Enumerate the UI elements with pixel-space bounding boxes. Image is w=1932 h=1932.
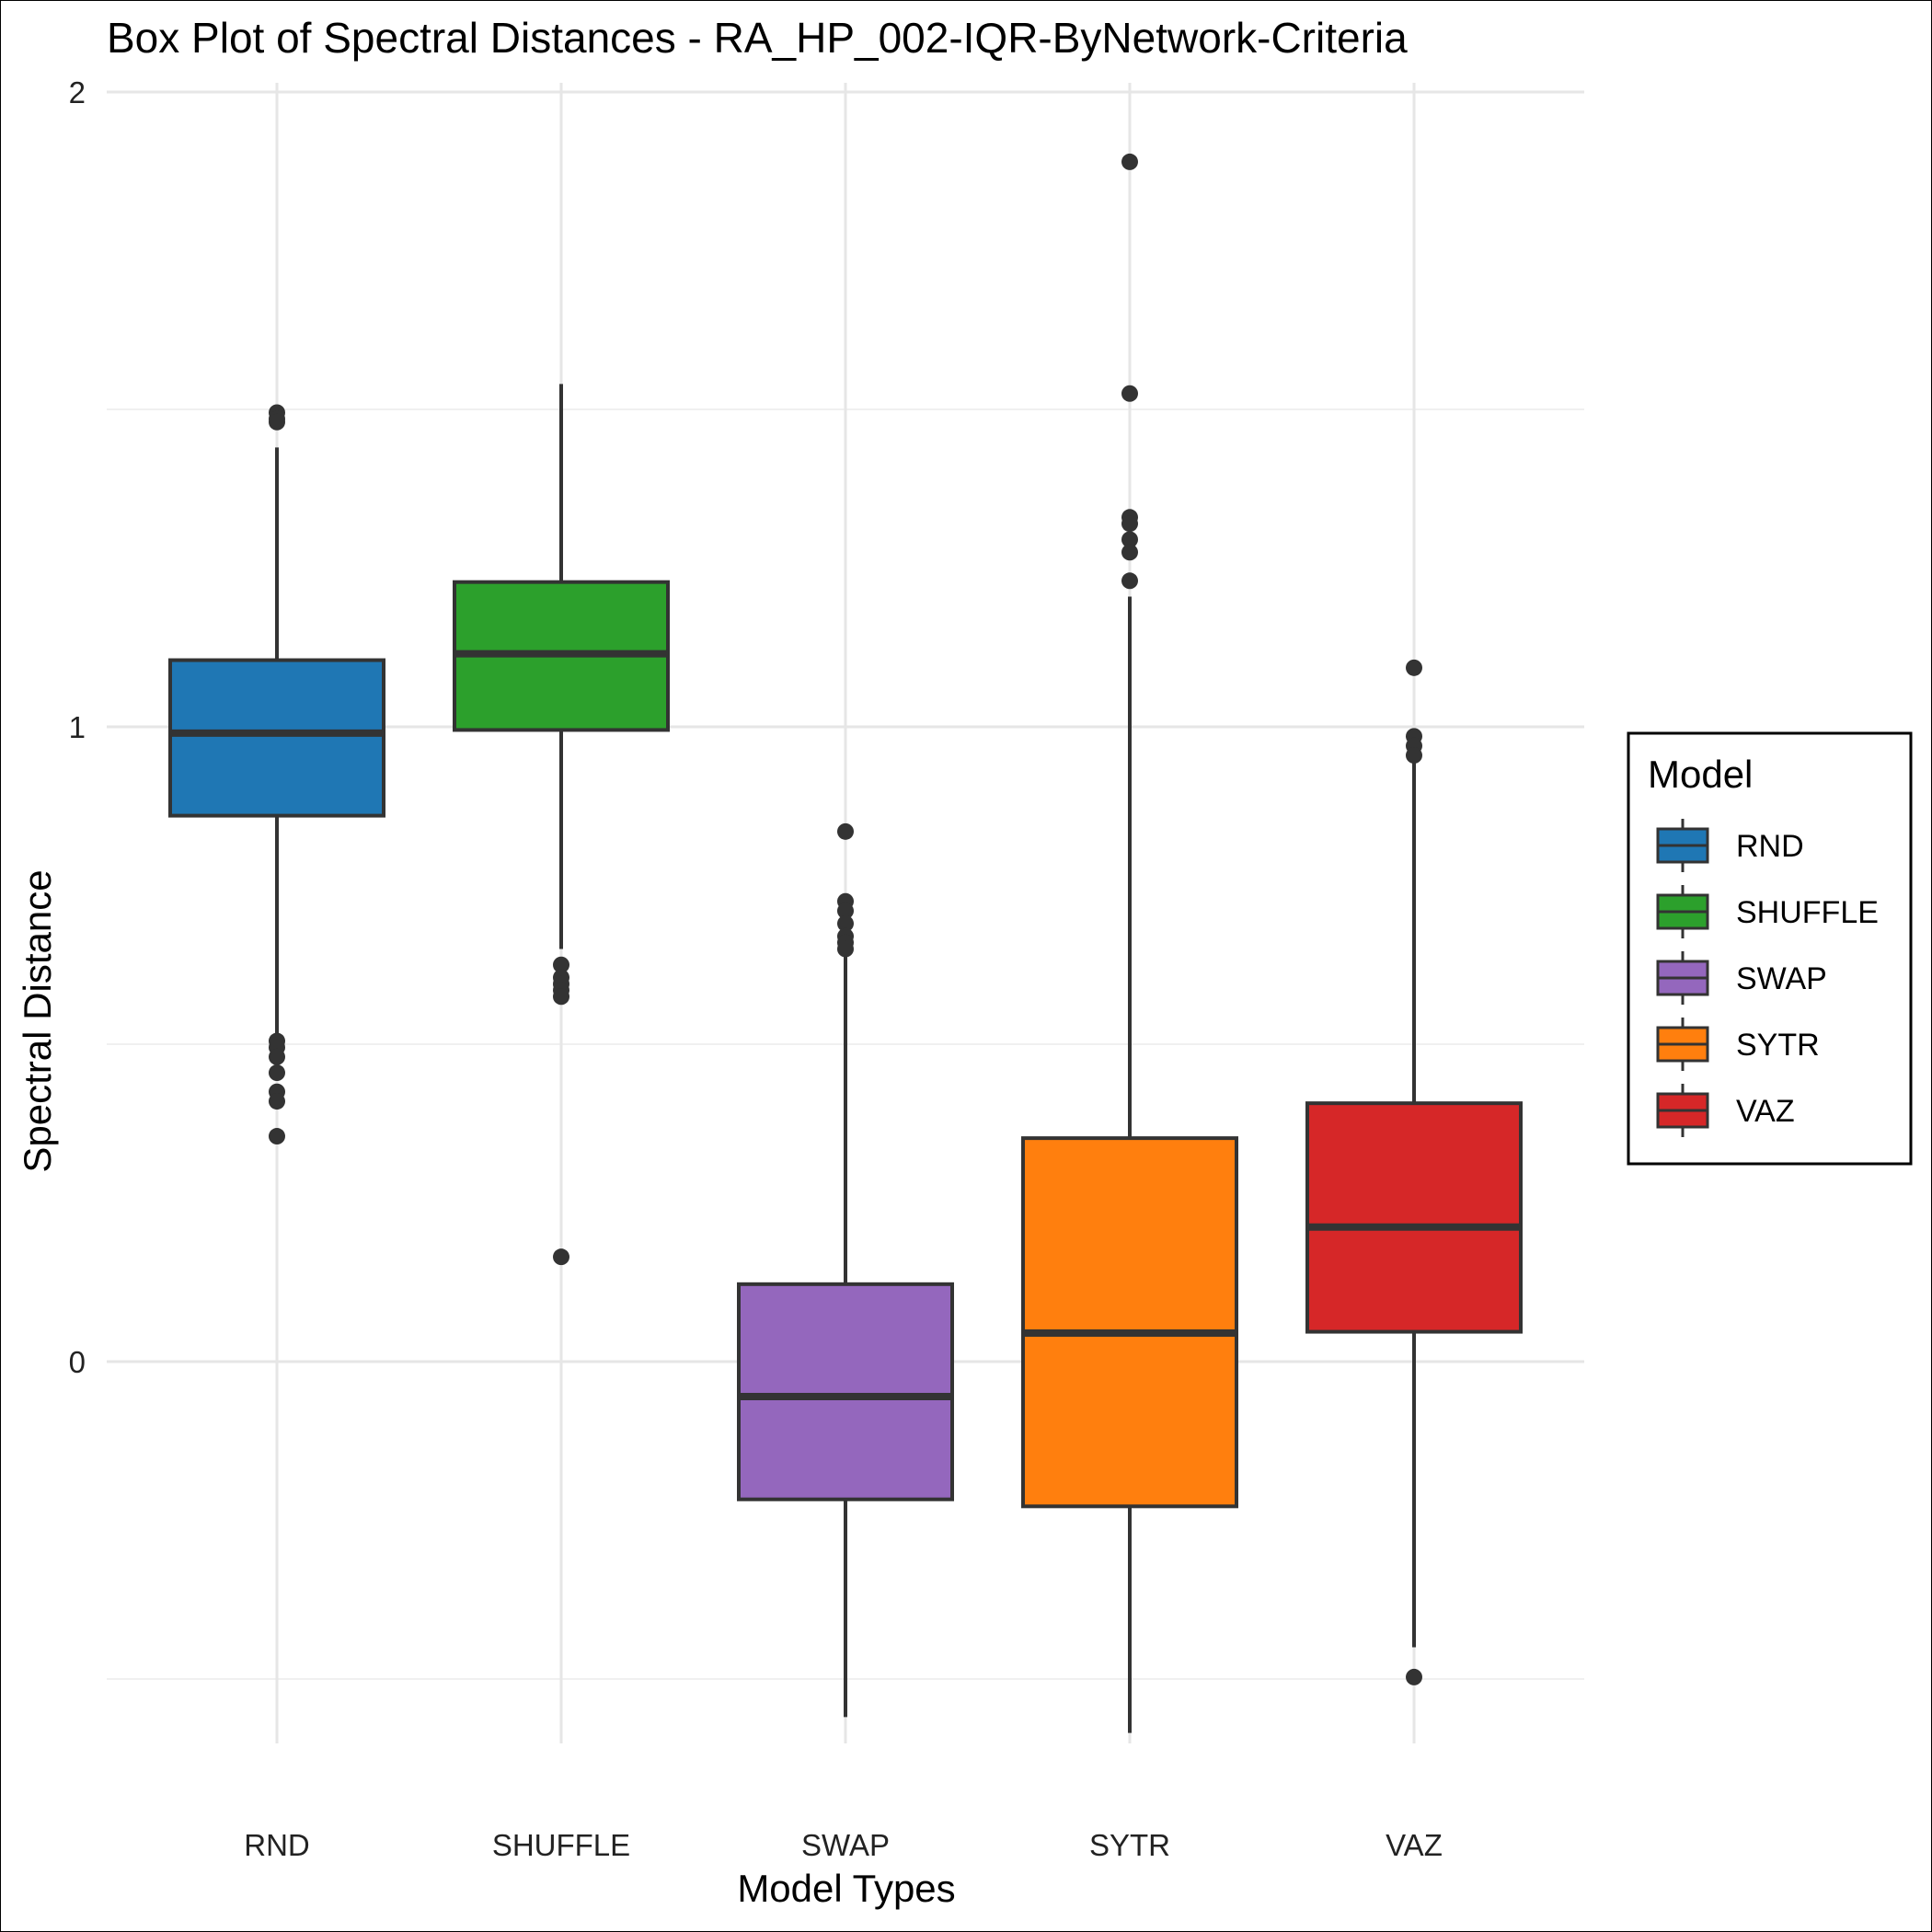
x-tick-label: VAZ [1386, 1828, 1443, 1862]
legend-label: VAZ [1736, 1094, 1795, 1129]
legend-label: SYTR [1736, 1028, 1820, 1063]
x-tick-label: SYTR [1089, 1828, 1170, 1862]
legend-item-shuffle: SHUFFLE [1656, 885, 1879, 938]
legend-label: RND [1736, 829, 1804, 864]
box-group-rnd [168, 404, 385, 1145]
legend-label: SWAP [1736, 961, 1827, 996]
outlier-point [1406, 1668, 1422, 1685]
legend-title: Model [1648, 753, 1753, 796]
outlier-point [1406, 747, 1422, 765]
y-tick-labels: 0 1 2 [69, 75, 86, 1379]
legend-items: RND SHUFFLE SWAP SYTR VAZ [1656, 819, 1879, 1137]
chart-title: Box Plot of Spectral Distances - RA_HP_0… [107, 14, 1408, 62]
outlier-point [553, 1248, 569, 1266]
box [168, 658, 385, 818]
outlier-point [837, 914, 854, 932]
outlier-point [837, 940, 854, 958]
box-group-sytr [1021, 153, 1238, 1733]
x-tick-label: SWAP [801, 1828, 890, 1862]
box-group-swap [737, 822, 954, 1718]
y-tick-label: 2 [69, 75, 86, 109]
outlier-point [1121, 572, 1138, 590]
outlier-point [1121, 531, 1138, 548]
outlier-point [1121, 515, 1138, 533]
outlier-point [269, 1064, 285, 1082]
x-tick-label: RND [244, 1828, 310, 1862]
legend-item-swap: SWAP [1656, 951, 1827, 1005]
legend-item-vaz: VAZ [1656, 1084, 1795, 1137]
legend-item-rnd: RND [1656, 819, 1804, 872]
outlier-point [553, 988, 569, 1006]
outlier-point [269, 1048, 285, 1065]
x-tick-labels: RND SHUFFLE SWAP SYTR VAZ [244, 1828, 1443, 1862]
outlier-point [553, 956, 569, 973]
y-axis-title: Spectral Distance [16, 869, 59, 1172]
legend-frame [1627, 731, 1913, 1166]
box-group-shuffle [453, 384, 670, 1266]
boxes [168, 153, 1523, 1733]
x-axis-title: Model Types [737, 1867, 955, 1910]
outlier-point [1121, 544, 1138, 561]
outlier-point [1121, 153, 1138, 170]
box-group-vaz [1305, 659, 1523, 1685]
x-tick-label: SHUFFLE [492, 1828, 630, 1862]
outlier-point [837, 822, 854, 840]
legend-label: SHUFFLE [1736, 895, 1879, 930]
y-tick-label: 0 [69, 1345, 86, 1379]
y-tick-label: 1 [69, 710, 86, 744]
outlier-point [1406, 659, 1422, 676]
outlier-point [269, 1128, 285, 1145]
outlier-point [269, 413, 285, 431]
legend: Model RND SHUFFLE SWAP SYTR VAZ [1627, 731, 1913, 1166]
outlier-point [269, 1093, 285, 1110]
box [1021, 1136, 1238, 1509]
box [737, 1282, 954, 1501]
legend-item-sytr: SYTR [1656, 1018, 1820, 1071]
outlier-point [1121, 385, 1138, 402]
box [1305, 1101, 1523, 1334]
outlier-point [837, 903, 854, 920]
